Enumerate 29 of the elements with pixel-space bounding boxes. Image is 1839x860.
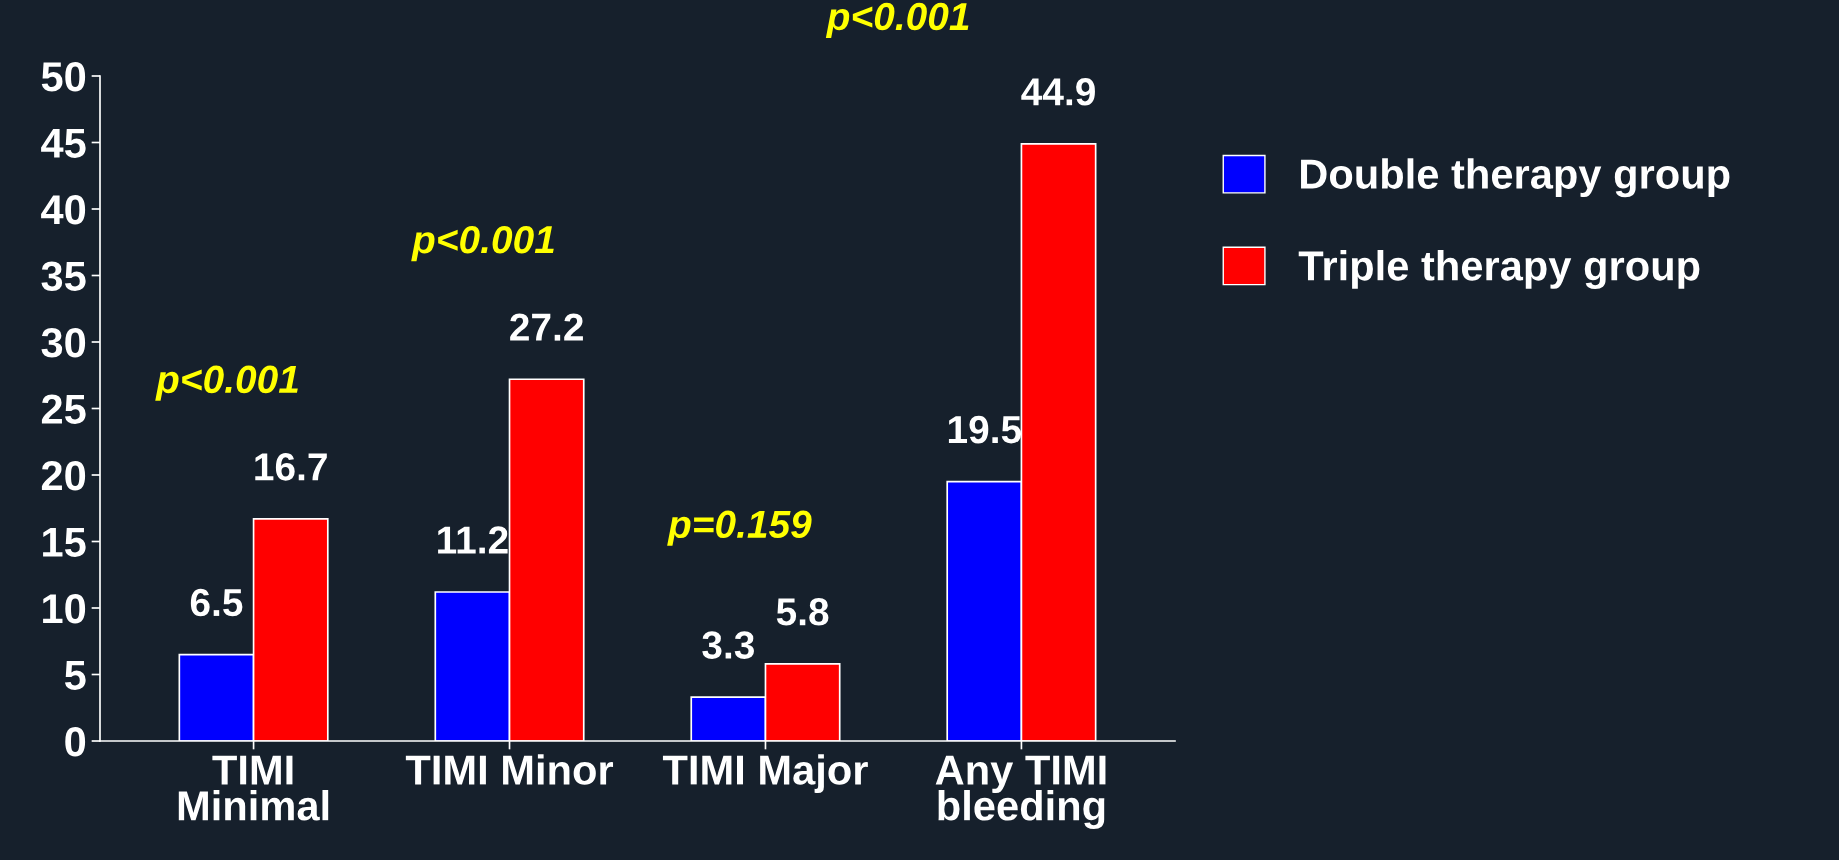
data-label: 6.5 (190, 588, 243, 617)
x-tick-label: TIMI Minor (405, 754, 614, 785)
text: p<0.001 (825, 2, 969, 38)
y-tick-label: 15 (43, 527, 86, 558)
data-label: 5.8 (776, 598, 829, 626)
annotation: p=0.159 (667, 510, 812, 546)
y-tick-label: 35 (41, 261, 86, 292)
y-tick-label: 25 (41, 394, 86, 425)
y-tick-label: 30 (41, 328, 86, 358)
data-label: 44.9 (1021, 78, 1095, 106)
data-label: 19.5 (948, 415, 1022, 444)
legend-label: Triple therapy group (1298, 250, 1700, 290)
y-tick-label: 20 (41, 461, 86, 491)
data-label: 11.2 (438, 526, 508, 554)
x-tick-label: Any TIMI bleeding (935, 755, 1106, 830)
legend-label: Double therapy group (1301, 158, 1730, 198)
y-tick-label: 10 (43, 594, 86, 624)
y-tick-label: 0 (65, 727, 86, 757)
x-tick-label: TIMI Major (662, 754, 868, 794)
y-tick-label: 45 (41, 128, 86, 159)
data-label: 27.2 (510, 313, 583, 341)
data-label: 16.7 (255, 453, 327, 481)
y-tick-label: 40 (41, 195, 86, 225)
annotation: p<0.001 (155, 365, 298, 401)
data-label: 3.3 (702, 631, 754, 659)
annotation: p<0.001 (411, 225, 554, 262)
y-tick-label: 50 (41, 62, 86, 92)
x-tick-label: TIMI Minimal (178, 755, 329, 821)
y-tick-label: 5 (64, 660, 86, 691)
